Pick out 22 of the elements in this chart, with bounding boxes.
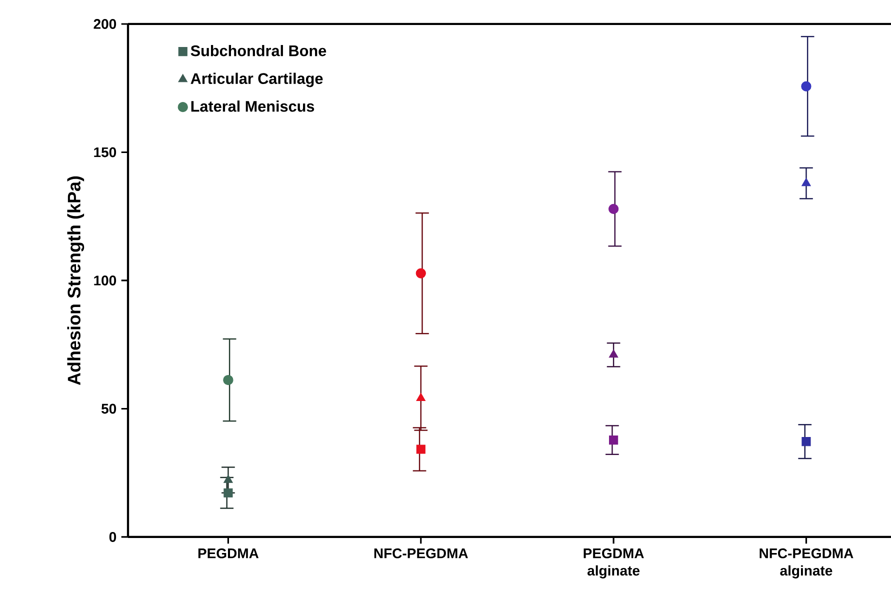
y-axis-title: Adhesion Strength (kPa) xyxy=(67,176,84,386)
point xyxy=(223,374,234,386)
point xyxy=(801,81,812,92)
point xyxy=(802,437,811,446)
point xyxy=(224,488,233,498)
legend-label: Lateral Meniscus xyxy=(191,100,314,112)
x-tick-label: NFC-PEGDMA xyxy=(374,548,468,558)
y-tick-label: 200 xyxy=(94,19,116,29)
y-tick-label: 100 xyxy=(94,276,116,286)
point xyxy=(608,204,619,214)
point xyxy=(224,474,233,483)
y-tick-label: 50 xyxy=(101,404,116,414)
x-tick-label: PEGDMA alginate xyxy=(584,548,644,578)
y-tick-label: 150 xyxy=(94,147,116,158)
point xyxy=(609,435,618,445)
legend-label: Articular Cartilage xyxy=(190,72,323,88)
x-tick-label: NFC-PEGDMA alginate xyxy=(760,548,854,578)
y-tick-label: 0 xyxy=(109,532,116,542)
x-tick-label: PEGDMA xyxy=(198,548,259,558)
point xyxy=(608,350,618,358)
point xyxy=(802,178,811,186)
legend-label: Subchondral Bone xyxy=(190,44,326,56)
